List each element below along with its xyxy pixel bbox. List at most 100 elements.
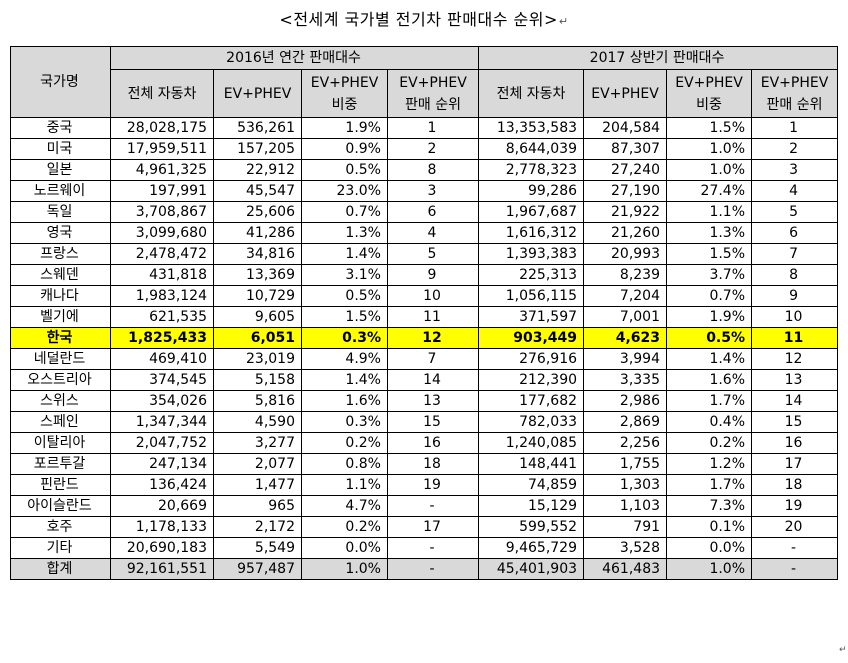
total-cars-2016-cell: 354,026: [110, 390, 214, 412]
share-2017-cell: 1.3%: [666, 222, 753, 244]
rank-2017-cell: 20: [751, 516, 839, 538]
table-row: 스위스 354,026 5,816 1.6% 13 177,682 2,986 1.7% 14: [10, 390, 839, 412]
highlighted-row: 한국 1,825,433 6,051 0.3% 12 903,449 4,623 0.5% 11: [10, 327, 839, 349]
total-cars-2017-cell: 1,967,687: [478, 201, 585, 223]
title-text: <전세계 국가별 전기차 판매대수 순위>: [279, 10, 558, 29]
total-cars-2016-cell: 4,961,325: [110, 159, 214, 181]
rank-2017-cell: 16: [751, 432, 839, 454]
ev-phev-2017-cell: 7,204: [583, 285, 668, 307]
share-2016-cell: 1.3%: [301, 222, 388, 244]
total-cars-2016-cell: 3,099,680: [110, 222, 214, 244]
total-cars-2016-cell: 20,669: [110, 495, 214, 517]
rank-2017-cell: 12: [751, 348, 839, 370]
ev-phev-2016-cell: 965: [213, 495, 302, 517]
rank-2017-cell: -: [751, 537, 839, 559]
share-2016-cell: 1.5%: [301, 306, 388, 328]
share-2016-cell: 1.0%: [301, 558, 388, 580]
country-name-cell: 이탈리아: [10, 432, 111, 454]
country-name-cell: 독일: [10, 201, 111, 223]
share-2016-cell: 0.7%: [301, 201, 388, 223]
total-cars-2017-cell: 99,286: [478, 180, 585, 202]
ev-sales-table: 국가명 2016년 연간 판매대수 2017 상반기 판매대수 전체 자동차 E…: [10, 46, 839, 580]
table-row: 일본 4,961,325 22,912 0.5% 8 2,778,323 27,240 1.0…: [10, 159, 839, 181]
total-cars-2016-cell: 431,818: [110, 264, 214, 286]
total-cars-2017-cell: 782,033: [478, 411, 585, 433]
table-row: 아이슬란드 20,669 965 4.7% -15,129 1,103 7.3% 19: [10, 495, 839, 517]
total-cars-2017-cell: 371,597: [478, 306, 585, 328]
table-row: 벨기에 621,535 9,605 1.5% 11 371,597 7,001 1.9% 10: [10, 306, 839, 328]
rank-2017-cell: 8: [751, 264, 839, 286]
table-row: 중국 28,028,175 536,261 1.9% 1 13,353,583 204,58…: [10, 117, 839, 139]
total-cars-2016-cell: 136,424: [110, 474, 214, 496]
share-2016-cell: 23.0%: [301, 180, 388, 202]
total-cars-2017-cell: 8,644,039: [478, 138, 585, 160]
country-name-cell: 중국: [10, 117, 111, 139]
share-2016-cell: 1.4%: [301, 369, 388, 391]
rank-2017-cell: 11: [751, 327, 839, 349]
share-2017-cell: 0.7%: [666, 285, 753, 307]
country-name-cell: 기타: [10, 537, 111, 559]
rank-2017-cell: 17: [751, 453, 839, 475]
rank-2016-cell: 9: [386, 264, 480, 286]
ev-phev-2017-cell: 3,994: [583, 348, 668, 370]
country-name-cell: 노르웨이: [10, 180, 111, 202]
total-cars-2016-cell: 1,178,133: [110, 516, 214, 538]
rank-2016-cell: 16: [386, 432, 480, 454]
total-row: 합계 92,161,551 957,487 1.0% -45,401,903 461,48…: [10, 558, 839, 580]
header-group-row: 국가명 2016년 연간 판매대수 2017 상반기 판매대수: [10, 46, 839, 118]
rank-2016-cell: 4: [386, 222, 480, 244]
ev-phev-2017-cell: 27,190: [583, 180, 668, 202]
total-cars-2017-cell: 177,682: [478, 390, 585, 412]
ev-phev-2016-cell: 1,477: [213, 474, 302, 496]
share-2017-cell: 0.0%: [666, 537, 753, 559]
share-2016-cell: 0.5%: [301, 159, 388, 181]
rank-2016-cell: 5: [386, 243, 480, 265]
share-2017-cell: 1.1%: [666, 201, 753, 223]
rank-2016-cell: -: [386, 495, 480, 517]
total-cars-2017-cell: 9,465,729: [478, 537, 585, 559]
rank-2016-header: EV+PHEV 판매 순위: [386, 69, 480, 118]
total-cars-2017-cell: 903,449: [478, 327, 585, 349]
total-cars-2017-cell: 212,390: [478, 369, 585, 391]
ev-phev-2017-cell: 7,001: [583, 306, 668, 328]
ev-phev-2017-cell: 3,528: [583, 537, 668, 559]
table-row: 노르웨이 197,991 45,547 23.0% 3 99,286 27,190 27.4%…: [10, 180, 839, 202]
group-2016-header: 2016년 연간 판매대수: [109, 46, 480, 70]
table-row: 네덜란드 469,410 23,019 4.9% 7 276,916 3,994 1.4% 12: [10, 348, 839, 370]
country-name-cell: 한국: [10, 327, 111, 349]
rank-2017-cell: 10: [751, 306, 839, 328]
total-cars-2016-cell: 1,983,124: [110, 285, 214, 307]
share-2017-cell: 0.4%: [666, 411, 753, 433]
ev-phev-2016-cell: 41,286: [213, 222, 302, 244]
rank-2016-cell: 3: [386, 180, 480, 202]
table-row: 스웨덴 431,818 13,369 3.1% 9 225,313 8,239 3.7% 8: [10, 264, 839, 286]
end-mark-icon: ↵: [839, 645, 847, 655]
total-cars-2016-cell: 374,545: [110, 369, 214, 391]
table-row: 독일 3,708,867 25,606 0.7% 6 1,967,687 21,922 1.1…: [10, 201, 839, 223]
rank-2017-cell: -: [751, 558, 839, 580]
country-name-cell: 포르투갈: [10, 453, 111, 475]
share-2017-cell: 1.0%: [666, 159, 753, 181]
total-cars-2016-cell: 197,991: [110, 180, 214, 202]
ev-phev-2016-cell: 536,261: [213, 117, 302, 139]
share-2016-cell: 0.5%: [301, 285, 388, 307]
country-name-cell: 벨기에: [10, 306, 111, 328]
rank-2017-cell: 6: [751, 222, 839, 244]
table-row: 기타 20,690,183 5,549 0.0% -9,465,729 3,528 0.0%…: [10, 537, 839, 559]
total-cars-2017-cell: 2,778,323: [478, 159, 585, 181]
rank-2016-cell: 19: [386, 474, 480, 496]
country-name-cell: 호주: [10, 516, 111, 538]
country-name-cell: 미국: [10, 138, 111, 160]
ev-phev-2016-header: EV+PHEV: [213, 69, 302, 118]
table-row: 포르투갈 247,134 2,077 0.8% 18 148,441 1,755 1.2% 17: [10, 453, 839, 475]
rank-2017-cell: 19: [751, 495, 839, 517]
ev-phev-2017-cell: 461,483: [583, 558, 668, 580]
share-2017-cell: 1.0%: [666, 138, 753, 160]
share-2016-cell: 0.2%: [301, 432, 388, 454]
rank-2016-cell: 17: [386, 516, 480, 538]
ev-phev-2017-cell: 791: [583, 516, 668, 538]
share-2017-cell: 1.7%: [666, 390, 753, 412]
country-name-cell: 핀란드: [10, 474, 111, 496]
share-2017-cell: 0.5%: [666, 327, 753, 349]
total-cars-2017-cell: 276,916: [478, 348, 585, 370]
